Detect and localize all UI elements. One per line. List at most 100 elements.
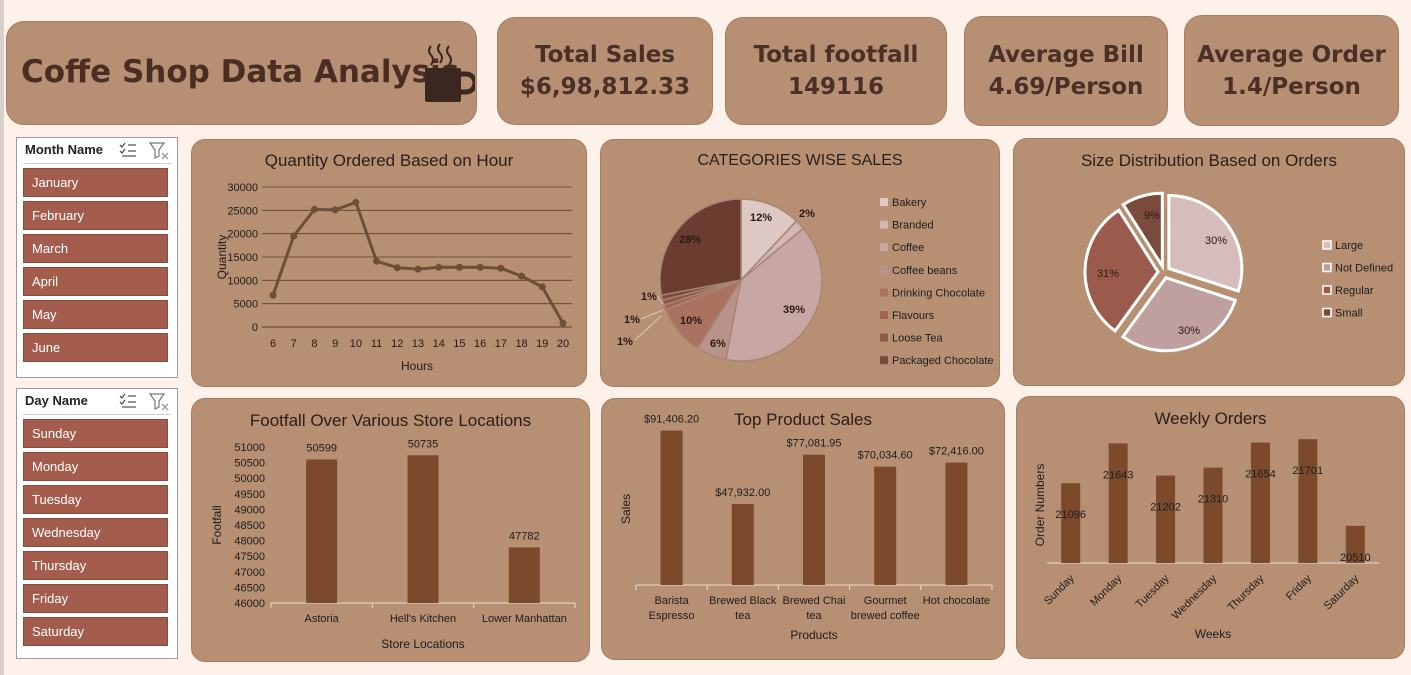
weekly-orders-chart: 21096 Sunday 21643 Monday 21202 Tuesday 21310 W… [1033, 439, 1379, 641]
kpi-total-footfall: Total footfall 149116 [725, 17, 947, 125]
data-point [476, 263, 484, 271]
bar [803, 454, 825, 585]
pie-slice [1167, 193, 1244, 293]
slice-label: 12% [750, 212, 772, 224]
series-line [271, 200, 565, 325]
legend-swatch [1322, 262, 1332, 273]
legend-label: Coffee beans [892, 265, 958, 277]
slicer-item-saturday[interactable]: Saturday [23, 617, 168, 646]
kpi-value: $6,98,812.33 [519, 74, 691, 100]
x-tick-label: 14 [433, 338, 445, 350]
slicer-title: Month Name [25, 142, 103, 157]
bar [660, 430, 683, 585]
data-label: $91,406.20 [644, 414, 699, 426]
bar [945, 462, 968, 585]
x-tick-label: 11 [371, 338, 382, 350]
kpi-average-bill: Average Bill 4.69/Person [964, 16, 1168, 126]
x-tick-label: Saturday [1322, 572, 1362, 612]
legend-label: Flavours [892, 310, 935, 322]
x-tick-label: tea [735, 610, 751, 622]
y-tick-label: 10000 [227, 275, 258, 287]
chart-title: Quantity Ordered Based on Hour [264, 151, 514, 170]
slicer-title: Day Name [25, 393, 88, 408]
bar [407, 455, 439, 603]
y-tick-label: 47500 [234, 551, 265, 563]
x-tick-label: 6 [270, 338, 276, 350]
leader-line [634, 315, 662, 341]
slice-label: 28% [679, 234, 701, 246]
x-tick-label: 15 [453, 338, 465, 350]
x-tick-label: 7 [291, 338, 297, 350]
clear-filter-icon[interactable] [149, 142, 169, 160]
data-point [393, 264, 401, 272]
pie-slice [659, 198, 742, 297]
data-label: $70,034.60 [858, 450, 913, 462]
weekly-orders-chart-card: Weekly Orders 21096 Sunday 21643 Monday 2120… [1016, 396, 1405, 659]
slice-label: 9% [1144, 210, 1160, 222]
multi-select-icon[interactable] [119, 142, 137, 158]
store-footfall-chart: 46000 46500 47000 47500 48000 48500 49000 49500… [210, 438, 576, 651]
x-tick-label: Espresso [649, 610, 695, 622]
x-tick-label: 19 [536, 338, 548, 350]
bar [874, 466, 897, 585]
y-tick-label: 5000 [234, 299, 258, 311]
leader-line [656, 295, 664, 305]
data-point [455, 263, 463, 271]
data-point [310, 205, 318, 213]
bar [1345, 525, 1365, 563]
y-tick-label: 51000 [234, 442, 265, 454]
slice-label: 2% [799, 208, 815, 220]
category-sales-chart-card: CATEGORIES WISE SALES 12% 2% 39% 6% 10% 1% 1% 1… [600, 139, 1000, 387]
x-tick-label: Lower Manhattan [482, 613, 567, 625]
size-distribution-chart: 30% 30% 31% 9% Large Not Defined Regular Small [1083, 191, 1393, 353]
slicer-item-friday[interactable]: Friday [23, 584, 168, 613]
x-tick-label: Gourmet [864, 595, 907, 607]
bar [508, 547, 540, 603]
clear-filter-icon[interactable] [149, 393, 169, 411]
slicer-item-tuesday[interactable]: Tuesday [23, 485, 168, 514]
chart-title: Top Product Sales [734, 410, 872, 429]
legend-label: Branded [892, 220, 934, 232]
slice-label: 30% [1205, 235, 1227, 247]
x-tick-label: 16 [474, 338, 486, 350]
slicer-item-sunday[interactable]: Sunday [23, 419, 168, 448]
slicer-item-january[interactable]: January [23, 168, 168, 197]
slicer-item-april[interactable]: April [23, 267, 168, 296]
x-tick-label: 8 [311, 338, 317, 350]
slice-label: 10% [680, 315, 702, 327]
slicer-item-thursday[interactable]: Thursday [23, 551, 168, 580]
y-tick-label: 48500 [234, 520, 265, 532]
y-tick-label: 30000 [227, 182, 258, 194]
slicer-item-march[interactable]: March [23, 234, 168, 263]
x-tick-label: 12 [391, 338, 403, 350]
legend-swatch [1322, 285, 1332, 295]
pie-slice [1083, 208, 1160, 333]
slicer-item-june[interactable]: June [23, 333, 168, 362]
slicer-item-may[interactable]: May [23, 300, 168, 329]
multi-select-icon[interactable] [119, 393, 137, 409]
sheet-edge [0, 0, 4, 675]
slicer-item-monday[interactable]: Monday [23, 452, 168, 481]
data-point [559, 319, 567, 327]
legend-swatch [1322, 307, 1332, 318]
data-point [373, 257, 381, 265]
x-axis-title: Hours [401, 359, 433, 373]
product-sales-chart-card: Top Product Sales $91,406.20 Barista Espre… [601, 398, 1005, 660]
y-tick-label: 0 [252, 322, 258, 334]
data-point [331, 206, 339, 214]
y-tick-label: 20000 [227, 229, 258, 241]
x-tick-label: Monday [1088, 572, 1125, 609]
product-sales-chart: $91,406.20 Barista Espresso $47,932.00 Brewe… [619, 414, 993, 642]
x-tick-label: Wednesday [1170, 572, 1220, 622]
store-footfall-chart-card: Footfall Over Various Store Locations 46… [191, 398, 590, 662]
legend-label: Not Defined [1335, 263, 1393, 275]
data-label: 21202 [1150, 502, 1181, 514]
pie-slice [740, 198, 798, 282]
kpi-label: Average Order [1197, 41, 1386, 68]
legend-swatch [880, 198, 888, 206]
dashboard-title: Coffe Shop Data Analysis [21, 54, 460, 90]
slicer-item-february[interactable]: February [23, 201, 168, 230]
legend-swatch [1322, 240, 1332, 250]
y-tick-label: 50500 [234, 458, 265, 470]
slicer-item-wednesday[interactable]: Wednesday [23, 518, 168, 547]
